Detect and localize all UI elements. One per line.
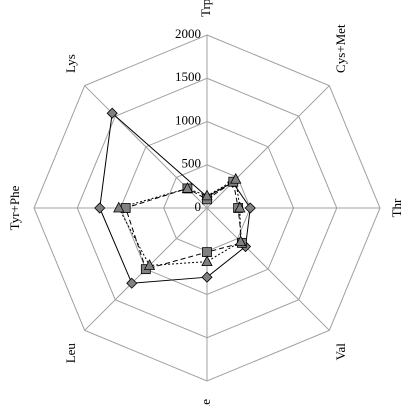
marker [234, 201, 246, 213]
axis-spoke [206, 85, 330, 209]
marker [113, 201, 125, 213]
series-line [99, 112, 251, 284]
axis-label: Lys [63, 54, 78, 73]
marker [94, 202, 106, 214]
axis-label: Thr [389, 198, 404, 217]
marker [234, 235, 247, 247]
axis-spoke [206, 207, 330, 331]
marker [201, 271, 213, 283]
axis-label: Ile [198, 399, 213, 406]
tick-label: 0 [195, 199, 202, 214]
series-line [118, 178, 242, 267]
marker [181, 182, 194, 193]
axis-label: Trp [198, 0, 213, 17]
axis-label: Cys+Met [333, 24, 348, 73]
marker [106, 107, 118, 119]
marker [230, 172, 242, 184]
axis-label: Val [333, 343, 348, 361]
tick-label: 500 [182, 156, 202, 171]
marker [202, 247, 212, 258]
marker [126, 277, 138, 289]
marker [143, 259, 156, 270]
axis-label: Tyr+Phe [7, 185, 22, 230]
tick-label: 1500 [175, 69, 201, 84]
marker [201, 189, 213, 201]
axis-label: Leu [63, 343, 78, 364]
tick-label: 2000 [175, 26, 201, 41]
marker [201, 255, 213, 267]
tick-label: 1000 [175, 112, 201, 127]
marker [244, 202, 256, 214]
